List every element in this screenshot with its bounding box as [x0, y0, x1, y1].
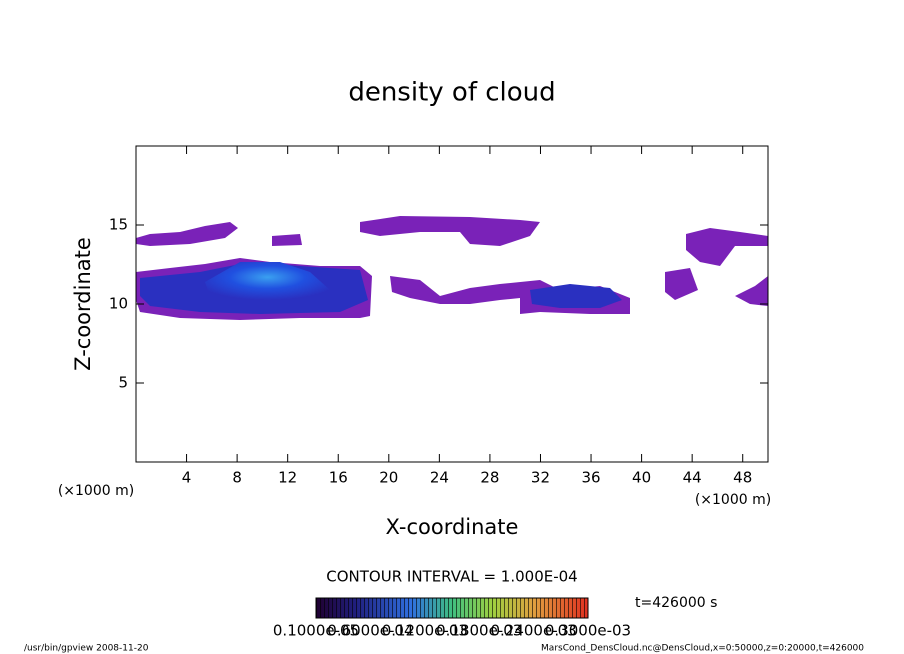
- y-axis-label: Z-coordinate: [71, 237, 95, 371]
- x-tick-label: 4: [182, 469, 192, 487]
- y-tick-label: 5: [118, 374, 128, 392]
- footer-right: MarsCond_DensCloud.nc@DensCloud,x=0:5000…: [541, 644, 864, 654]
- x-tick-label: 44: [683, 469, 702, 487]
- x-tick-label: 36: [581, 469, 600, 487]
- y-tick-label: 15: [109, 216, 128, 234]
- cloud-field: [136, 216, 768, 320]
- colorbar-levels: [316, 598, 588, 618]
- y-tick-label: 10: [109, 295, 128, 313]
- x-tick-label: 24: [430, 469, 449, 487]
- contour-interval: CONTOUR INTERVAL = 1.000E-04: [326, 568, 577, 586]
- colorbar-label: 0.2400e-03: [490, 622, 576, 640]
- footer-left: /usr/bin/gpview 2008-11-20: [24, 644, 149, 654]
- x-axis-label: X-coordinate: [386, 515, 519, 539]
- x-tick-label: 32: [531, 469, 550, 487]
- chart-title: density of cloud: [348, 78, 555, 108]
- x-tick-label: 20: [379, 469, 398, 487]
- x-tick-label: 40: [632, 469, 651, 487]
- x-unit-label: (×1000 m): [695, 492, 771, 508]
- colorbar-label: 0.1200e-03: [382, 622, 468, 640]
- x-tick-label: 16: [329, 469, 348, 487]
- x-tick-label: 48: [733, 469, 752, 487]
- colorbar-label: 0.3000e-03: [545, 622, 631, 640]
- time-label: t=426000 s: [635, 595, 717, 611]
- x-unit-label: (×1000 m): [58, 483, 134, 499]
- colorbar-labels: 0.1000e-050.6000e-040.1200e-030.1800e-03…: [273, 622, 631, 640]
- colorbar-label: 0.1800e-03: [436, 622, 522, 640]
- colorbar-label: 0.1000e-05: [273, 622, 359, 640]
- x-tick-label: 8: [232, 469, 242, 487]
- x-tick-label: 28: [480, 469, 499, 487]
- colorbar-label: 0.6000e-04: [327, 622, 413, 640]
- x-tick-label: 12: [278, 469, 297, 487]
